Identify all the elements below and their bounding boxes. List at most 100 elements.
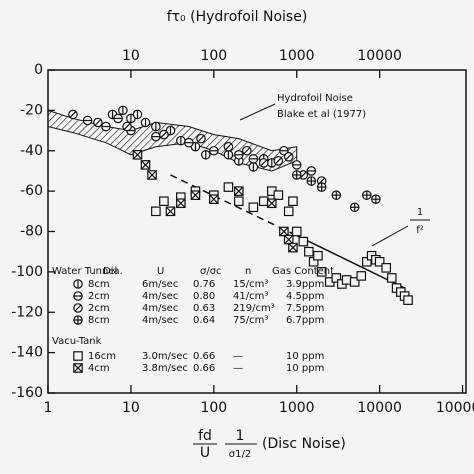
point: [176, 198, 186, 209]
point: [304, 246, 314, 257]
marker-shape: [225, 143, 232, 151]
legend-sigma: 0.66: [193, 363, 215, 374]
y-tick-label: -80: [20, 224, 43, 240]
x-label-num: fd: [198, 428, 212, 444]
legend-u: 4m/sec: [142, 291, 178, 302]
x-label-den: σ1/2: [229, 449, 251, 460]
legend-sigma: 0.76: [193, 279, 215, 290]
point: [273, 156, 284, 166]
legend-gas: 3.9ppm: [286, 279, 324, 290]
marker-shape: [273, 190, 284, 200]
marker-shape: [147, 170, 157, 180]
x-label: (Disc Noise): [262, 436, 346, 452]
legend-header: σ/σc: [200, 266, 222, 277]
x2-tick-label: 1000: [279, 48, 315, 64]
point: [291, 170, 302, 180]
point: [362, 256, 372, 267]
marker-shape: [132, 150, 143, 160]
legend-symbol: [73, 279, 83, 289]
marker-shape: [386, 273, 397, 283]
x-tick-label: 10: [122, 400, 140, 416]
marker-shape: [223, 182, 234, 192]
legend-u: 4m/sec: [142, 303, 178, 314]
chart-title: fτ₀ (Hydrofoil Noise): [167, 9, 308, 25]
marker-shape: [159, 196, 169, 207]
marker-shape: [258, 196, 269, 207]
point: [273, 190, 284, 200]
point: [147, 170, 157, 180]
legend-symbol: [73, 303, 83, 313]
marker-shape: [197, 135, 205, 143]
legend-symbol: [73, 291, 83, 301]
marker-shape: [291, 226, 302, 237]
legend-gas: 6.7ppm: [286, 315, 324, 326]
point: [223, 182, 234, 192]
marker-shape: [267, 198, 277, 208]
point: [132, 109, 143, 120]
point: [233, 186, 244, 196]
point: [362, 190, 372, 200]
legend-sigma: 0.64: [193, 315, 215, 326]
point: [349, 277, 360, 287]
y-tick-label: -60: [20, 183, 43, 199]
point: [288, 196, 298, 207]
legend-header: U: [157, 266, 164, 277]
legend-header: Water Tunnel: [52, 266, 117, 277]
point: [184, 137, 194, 148]
marker-shape: [140, 160, 151, 170]
marker-shape: [381, 263, 392, 273]
legend-u: 3.0m/sec: [142, 351, 188, 362]
x-tick-label: 1: [44, 400, 53, 416]
point: [140, 117, 151, 128]
legend-gas: 10 ppm: [286, 351, 324, 362]
marker-shape: [69, 110, 77, 118]
annotation: 1: [417, 207, 423, 218]
x-tick-label: 100000: [436, 400, 474, 416]
point: [82, 115, 93, 126]
x-tick-label: 10000: [357, 400, 402, 416]
point: [403, 295, 413, 305]
marker-shape: [160, 131, 168, 139]
legend-symbol: [73, 315, 83, 325]
legend-symbol: [73, 351, 83, 361]
legend-header: Gas Content: [272, 266, 334, 277]
point: [371, 194, 381, 204]
point: [233, 196, 244, 207]
point: [223, 149, 234, 160]
point: [248, 162, 259, 172]
legend-gas: 4.5ppm: [286, 291, 324, 302]
reference-line: [170, 174, 298, 237]
marker-shape: [316, 267, 327, 277]
legend-sigma: 0.80: [193, 291, 215, 302]
marker-shape: [123, 123, 131, 130]
point: [151, 121, 161, 132]
marker-shape: [190, 190, 201, 200]
y-tick-label: -40: [20, 143, 43, 159]
marker-shape: [356, 271, 367, 281]
point: [159, 129, 169, 140]
x-label-den: U: [200, 445, 210, 461]
marker-shape: [374, 256, 385, 267]
marker-shape: [151, 206, 161, 217]
point: [349, 202, 360, 213]
point: [279, 226, 289, 237]
point: [313, 250, 323, 261]
point: [266, 198, 277, 209]
marker-shape: [165, 206, 176, 216]
x2-tick-label: 10000: [357, 48, 402, 64]
marker-shape: [73, 351, 83, 361]
point: [248, 202, 259, 213]
marker-shape: [176, 198, 186, 208]
marker-shape: [248, 202, 259, 213]
point: [298, 170, 309, 180]
annotation: Blake et al (1977): [277, 109, 366, 120]
marker-shape: [233, 196, 244, 207]
legend-u: 4m/sec: [142, 315, 178, 326]
legend-group: Vacu-Tank: [52, 336, 102, 347]
marker-shape: [274, 157, 282, 165]
point: [93, 117, 103, 128]
marker-shape: [331, 273, 342, 283]
legend-u: 6m/sec: [142, 279, 178, 290]
point: [122, 121, 132, 132]
marker-shape: [283, 206, 294, 217]
